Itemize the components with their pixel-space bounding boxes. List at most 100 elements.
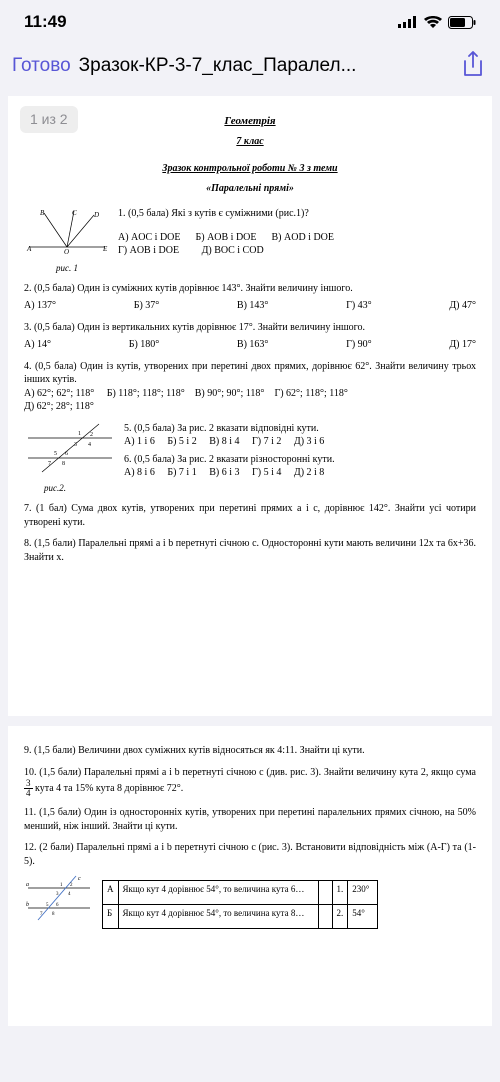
q4-opt-a: А) 62°; 62°; 118° <box>24 388 94 399</box>
doc-grade: 7 клас <box>24 135 476 149</box>
question-3: 3. (0,5 бала) Один із вертикальних кутів… <box>24 321 476 335</box>
question-1: A B C D E O рис. 1 1. (0,5 бала) Які з к… <box>24 207 476 258</box>
q1-opt-d: Д) BOC і COD <box>202 245 264 256</box>
question-9: 9. (1,5 бали) Величини двох суміжних кут… <box>24 744 476 758</box>
figure-2: 12 34 56 78 <box>24 422 116 479</box>
figure-1-caption: рис. 1 <box>24 262 110 274</box>
share-button[interactable] <box>458 47 488 86</box>
page-1: 1 из 2 Геометрія 7 клас Зразок контрольн… <box>8 96 492 716</box>
q2-opt-b: Б) 37° <box>134 299 160 313</box>
question-11: 11. (1,5 бали) Один із односторонніх кут… <box>24 806 476 833</box>
q1-opt-a: А) AOC і DOE <box>118 232 181 243</box>
q1-opt-g: Г) AOB і DOE <box>118 245 179 256</box>
svg-text:8: 8 <box>62 461 65 467</box>
done-button[interactable]: Готово <box>12 55 71 77</box>
q5-opt-b: Б) 5 і 2 <box>167 436 196 447</box>
q6-opt-b: Б) 7 і 1 <box>167 467 196 478</box>
q6-opt-g: Г) 5 і 4 <box>252 467 281 478</box>
q6-opt-a: А) 8 і 6 <box>124 467 155 478</box>
match-table: А Якщо кут 4 дорівнює 54°, то величина к… <box>102 880 378 929</box>
cell-B-text: Якщо кут 4 дорівнює 54°, то величина кут… <box>118 904 318 928</box>
svg-text:b: b <box>26 902 29 908</box>
cellular-icon <box>398 16 418 28</box>
q3-opt-g: Г) 90° <box>346 338 372 352</box>
svg-text:1: 1 <box>78 431 81 437</box>
svg-text:D: D <box>93 211 99 219</box>
q4-opt-v: В) 90°; 90°; 118° <box>195 388 265 399</box>
svg-text:C: C <box>72 209 77 217</box>
wifi-icon <box>424 16 442 28</box>
svg-text:6: 6 <box>65 451 68 457</box>
share-icon <box>462 51 484 77</box>
q10-part-a: 10. (1,5 бали) Паралельні прямі a і b пе… <box>24 767 476 778</box>
q2-opt-g: Г) 43° <box>346 299 372 313</box>
question-8: 8. (1,5 бали) Паралельні прямі a і b пер… <box>24 537 476 564</box>
svg-text:6: 6 <box>56 903 59 908</box>
q6-opt-v: В) 6 і 3 <box>209 467 239 478</box>
q1-opt-v: В) AOD і DOE <box>272 232 335 243</box>
nav-bar: Готово Зразок-КР-3-7_клас_Паралел... <box>0 44 500 88</box>
q4-opt-g: Г) 62°; 118°; 118° <box>274 388 347 399</box>
q5-opt-a: А) 1 і 6 <box>124 436 155 447</box>
q4-opt-d: Д) 62°; 28°; 118° <box>24 400 476 414</box>
question-5-6-block: 12 34 56 78 5. (0,5 бала) За рис. 2 вказ… <box>24 422 476 480</box>
figure-3: a b c 12 34 56 78 <box>24 874 94 929</box>
question-10: 10. (1,5 бали) Паралельні прямі a і b пе… <box>24 766 476 799</box>
cell-2-val: 54° <box>348 904 378 928</box>
svg-text:a: a <box>26 882 29 888</box>
q2-opt-v: В) 143° <box>237 299 269 313</box>
cell-A-label: А <box>103 881 119 905</box>
figure-1: A B C D E O рис. 1 <box>24 207 110 274</box>
q3-opt-a: А) 14° <box>24 338 51 352</box>
svg-text:5: 5 <box>54 451 57 457</box>
document-title: Зразок-КР-3-7_клас_Паралел... <box>79 55 450 77</box>
q1-opt-b: Б) AOB і DOE <box>196 232 257 243</box>
document-viewport[interactable]: 1 из 2 Геометрія 7 клас Зразок контрольн… <box>0 88 500 1082</box>
svg-text:4: 4 <box>88 442 91 448</box>
page-counter: 1 из 2 <box>20 106 78 133</box>
svg-text:2: 2 <box>70 883 73 888</box>
question-7: 7. (1 бал) Сума двох кутів, утворених пр… <box>24 502 476 529</box>
cell-B-label: Б <box>103 904 119 928</box>
q3-opt-b: Б) 180° <box>129 338 160 352</box>
doc-subject: Геометрія <box>24 114 476 129</box>
svg-text:8: 8 <box>52 912 55 917</box>
q5-opt-g: Г) 7 і 2 <box>252 436 281 447</box>
fraction-3-4: 34 <box>24 779 33 798</box>
svg-text:3: 3 <box>74 442 77 448</box>
table-row: Б Якщо кут 4 дорівнює 54°, то величина к… <box>103 904 378 928</box>
svg-text:A: A <box>26 245 32 253</box>
cell-1-val: 230° <box>348 881 378 905</box>
status-bar: 11:49 <box>0 0 500 44</box>
svg-text:O: O <box>64 248 69 255</box>
doc-heading: Зразок контрольної роботи № 3 з теми <box>24 162 476 176</box>
status-indicators <box>398 16 476 29</box>
svg-text:4: 4 <box>68 892 71 897</box>
q12-block: a b c 12 34 56 78 А Якщо кут 4 дорівнює … <box>24 874 476 929</box>
cell-A-text: Якщо кут 4 дорівнює 54°, то величина кут… <box>118 881 318 905</box>
cell-2-num: 2. <box>332 904 348 928</box>
status-time: 11:49 <box>24 12 67 32</box>
q6-opt-d: Д) 2 і 8 <box>294 467 324 478</box>
q2-opt-a: А) 137° <box>24 299 56 313</box>
q5-opt-v: В) 8 і 4 <box>209 436 239 447</box>
table-row: А Якщо кут 4 дорівнює 54°, то величина к… <box>103 881 378 905</box>
battery-icon <box>448 16 476 29</box>
q3-options: А) 14° Б) 180° В) 163° Г) 90° Д) 17° <box>24 338 476 352</box>
cell-1-num: 1. <box>332 881 348 905</box>
q4-options-line1: А) 62°; 62°; 118° Б) 118°; 118°; 118° В)… <box>24 387 476 401</box>
svg-text:2: 2 <box>90 432 93 438</box>
question-12: 12. (2 бали) Паралельні прямі a і b пере… <box>24 841 476 868</box>
doc-topic: «Паралельні прямі» <box>24 182 476 196</box>
svg-text:1: 1 <box>60 883 63 888</box>
q3-opt-v: В) 163° <box>237 338 269 352</box>
svg-text:c: c <box>78 876 81 882</box>
q10-part-b: кута 4 та 15% кута 8 дорівнює 72°. <box>35 783 183 794</box>
svg-text:E: E <box>102 245 108 253</box>
q5-opt-d: Д) 3 і 6 <box>294 436 324 447</box>
question-2: 2. (0,5 бала) Один із суміжних кутів дор… <box>24 282 476 296</box>
figure-2-caption: рис.2. <box>44 482 476 494</box>
q3-opt-d: Д) 17° <box>449 338 476 352</box>
q4-opt-b: Б) 118°; 118°; 118° <box>107 388 185 399</box>
question-4: 4. (0,5 бала) Один із кутів, утворених п… <box>24 360 476 387</box>
